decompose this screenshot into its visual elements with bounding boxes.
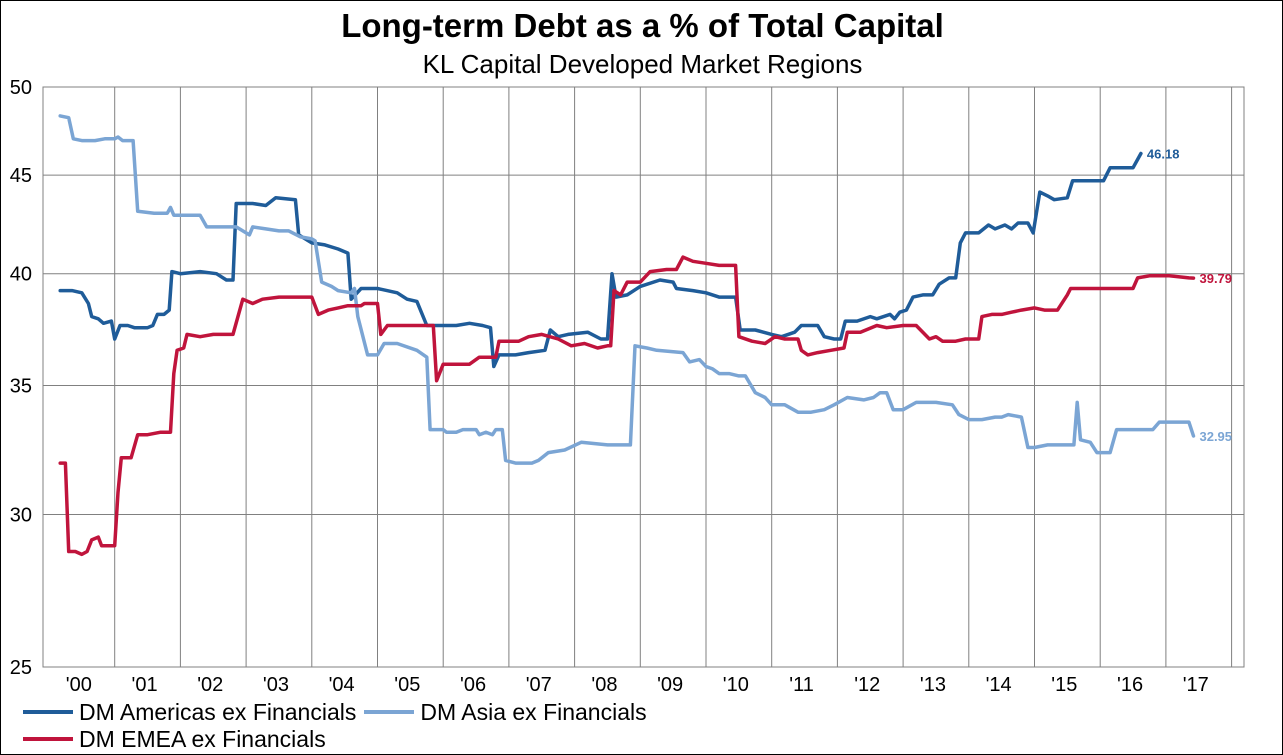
legend-item-americas: DM Americas ex Financials [23, 699, 356, 726]
legend-row-2: DM EMEA ex Financials [23, 726, 334, 752]
legend-label-americas: DM Americas ex Financials [79, 698, 357, 725]
y-tick-label: 50 [10, 77, 32, 99]
series-line-2 [58, 255, 1196, 557]
plot-area [42, 86, 1245, 668]
legend-label-asia: DM Asia ex Financials [420, 698, 647, 725]
x-tick-label: '01 [132, 674, 158, 696]
y-tick-label: 40 [10, 264, 32, 286]
x-tick-label: '12 [854, 674, 880, 696]
x-tick-label: '14 [986, 674, 1012, 696]
x-tick-label: '06 [460, 674, 486, 696]
x-tick-label: '03 [263, 674, 289, 696]
x-tick-label: '07 [526, 674, 552, 696]
series-end-label-2: 39.79 [1199, 271, 1232, 286]
x-tick-label: '09 [657, 674, 683, 696]
legend-swatch-emea [23, 737, 73, 741]
x-tick-label: '02 [197, 674, 223, 696]
x-tick-label: '10 [723, 674, 749, 696]
y-tick-label: 45 [10, 165, 32, 187]
x-tick-label: '15 [1051, 674, 1077, 696]
legend-item-emea: DM EMEA ex Financials [23, 726, 326, 753]
series-end-label-1: 32.95 [1199, 429, 1232, 444]
series-end-label-0: 46.18 [1147, 147, 1180, 162]
legend-swatch-americas [23, 710, 73, 714]
y-tick-label: 30 [10, 504, 32, 526]
x-tick-label: '04 [329, 674, 355, 696]
x-tick-label: '11 [789, 674, 814, 696]
y-tick-label: 35 [10, 375, 32, 397]
series-line-0 [58, 151, 1143, 369]
x-tick-label: '13 [920, 674, 946, 696]
x-tick-label: '05 [394, 674, 420, 696]
x-tick-label: '00 [66, 674, 92, 696]
legend-swatch-asia [364, 710, 415, 714]
series-line-1 [58, 114, 1196, 465]
chart-title: Long-term Debt as a % of Total Capital [341, 7, 944, 44]
x-tick-label: '17 [1183, 674, 1209, 696]
legend-item-asia: DM Asia ex Financials [364, 698, 647, 726]
y-tick-label: 25 [10, 657, 32, 679]
legend-label-emea: DM EMEA ex Financials [79, 725, 326, 752]
x-tick-label: '08 [591, 674, 617, 696]
legend-row-1: DM Americas ex Financials DM Asia ex Fin… [23, 699, 655, 725]
x-tick-label: '16 [1117, 674, 1143, 696]
chart-subtitle: KL Capital Developed Market Regions [422, 49, 863, 79]
